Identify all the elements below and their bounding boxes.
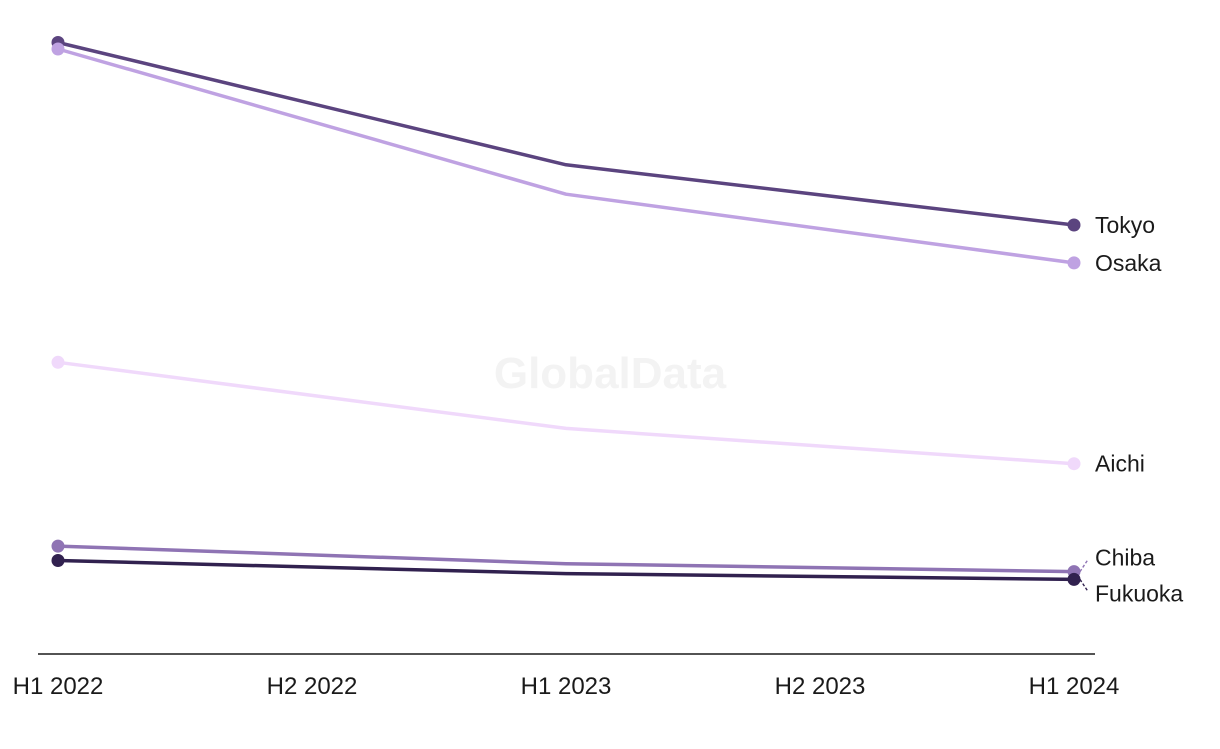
x-axis-ticks: H1 2022 H2 2022 H1 2023 H2 2023 H1 2024 — [13, 673, 1120, 700]
series-label-group-aichi: Aichi — [1095, 451, 1145, 477]
watermark: GlobalData — [494, 349, 727, 398]
data-point-osaka-end — [1067, 256, 1081, 270]
data-point-aichi-end — [1067, 457, 1081, 471]
data-point-aichi-start — [51, 355, 65, 369]
series-line-chiba — [56, 544, 1076, 574]
series-label-group-tokyo: Tokyo — [1095, 212, 1155, 238]
series-layer — [51, 36, 1081, 586]
x-tick-label-h2-2022: H2 2022 — [267, 673, 358, 700]
label-leader-fukuoka — [1079, 579, 1089, 592]
series-aichi — [51, 355, 1081, 471]
series-line-tokyo — [56, 40, 1076, 227]
series-tokyo — [51, 36, 1081, 232]
series-label-chiba: Chiba — [1095, 545, 1155, 571]
series-fukuoka — [51, 554, 1081, 586]
series-chiba — [51, 539, 1081, 579]
series-label-fukuoka: Fukuoka — [1095, 581, 1183, 607]
x-tick-label-h1-2024: H1 2024 — [1029, 673, 1120, 700]
series-label-osaka: Osaka — [1095, 250, 1162, 276]
series-osaka — [51, 42, 1081, 270]
series-label-group-chiba: Chiba — [1079, 545, 1155, 572]
data-point-fukuoka-end — [1067, 572, 1081, 586]
series-line-fukuoka — [56, 558, 1076, 582]
series-line-aichi — [56, 360, 1076, 466]
series-label-group-fukuoka: Fukuoka — [1079, 579, 1183, 607]
series-labels: Tokyo Osaka Aichi Chiba Fukuoka — [1079, 212, 1183, 607]
series-label-group-osaka: Osaka — [1095, 250, 1162, 276]
series-label-aichi: Aichi — [1095, 451, 1145, 477]
data-point-tokyo-end — [1067, 218, 1081, 232]
x-tick-label-h1-2023: H1 2023 — [521, 673, 612, 700]
data-point-osaka-start — [51, 42, 65, 56]
x-tick-label-h2-2023: H2 2023 — [775, 673, 866, 700]
series-line-osaka — [56, 47, 1076, 265]
data-point-fukuoka-start — [51, 554, 65, 567]
data-point-chiba-start — [51, 539, 65, 553]
series-label-tokyo: Tokyo — [1095, 212, 1155, 238]
label-leader-chiba — [1079, 559, 1089, 572]
x-tick-label-h1-2022: H1 2022 — [13, 673, 104, 700]
